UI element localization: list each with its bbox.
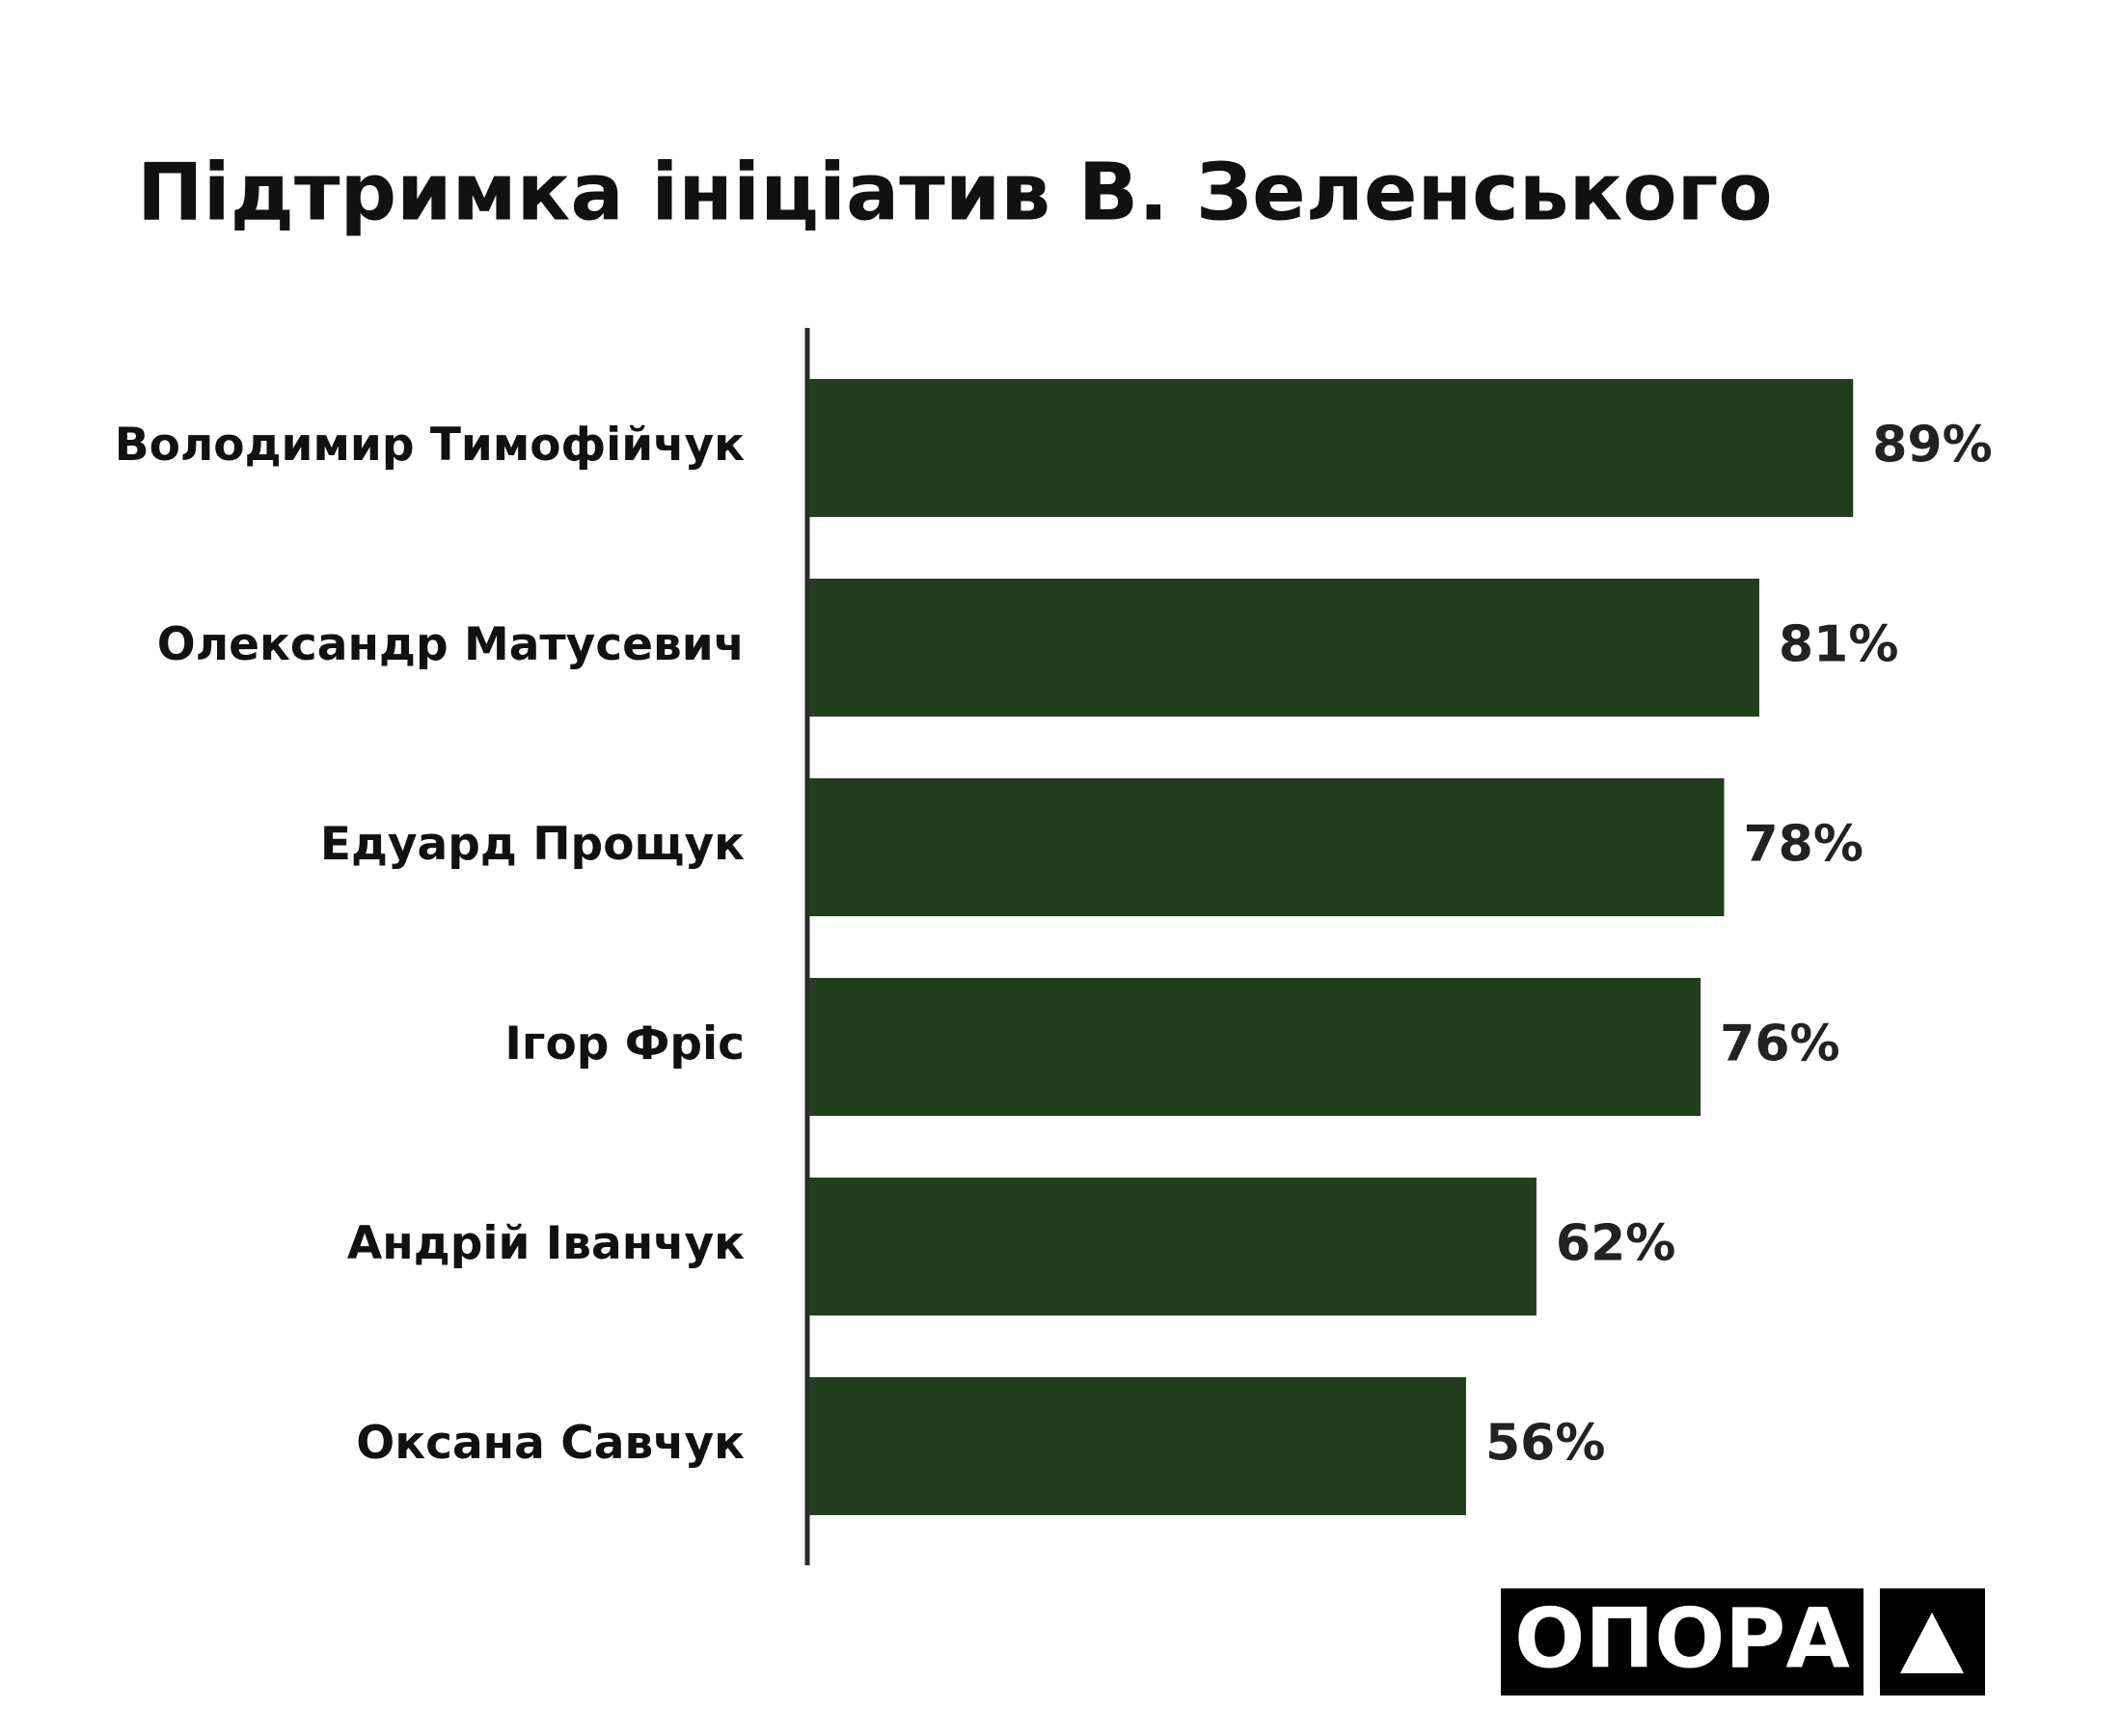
category-label: Оксана Савчук — [356, 1417, 745, 1470]
logo-text: ОПОРА — [1514, 1590, 1850, 1687]
value-label: 78% — [1743, 816, 1863, 874]
bar — [809, 778, 1725, 916]
category-label: Ігор Фріс — [504, 1017, 745, 1071]
value-label: 62% — [1556, 1215, 1675, 1273]
category-label: Олександр Матусевич — [157, 618, 745, 671]
value-label: 89% — [1872, 417, 1992, 475]
bar — [809, 978, 1701, 1116]
logo-triangle — [1900, 1613, 1964, 1673]
value-label: 81% — [1779, 616, 1898, 674]
bar — [809, 379, 1854, 517]
bar — [809, 1377, 1466, 1515]
bar — [809, 1178, 1537, 1316]
bar — [809, 579, 1759, 717]
logo-box — [1501, 1588, 1864, 1695]
category-label: Андрій Іванчук — [347, 1217, 745, 1270]
category-label: Володимир Тимофійчук — [115, 419, 745, 472]
value-label: 56% — [1485, 1415, 1605, 1473]
value-label: 76% — [1720, 1016, 1839, 1073]
logo: ОПОРА — [1501, 1588, 1985, 1695]
chart-title: Підтримка ініціатив В. Зеленського — [137, 147, 1773, 238]
category-label: Едуард Прощук — [320, 818, 745, 871]
